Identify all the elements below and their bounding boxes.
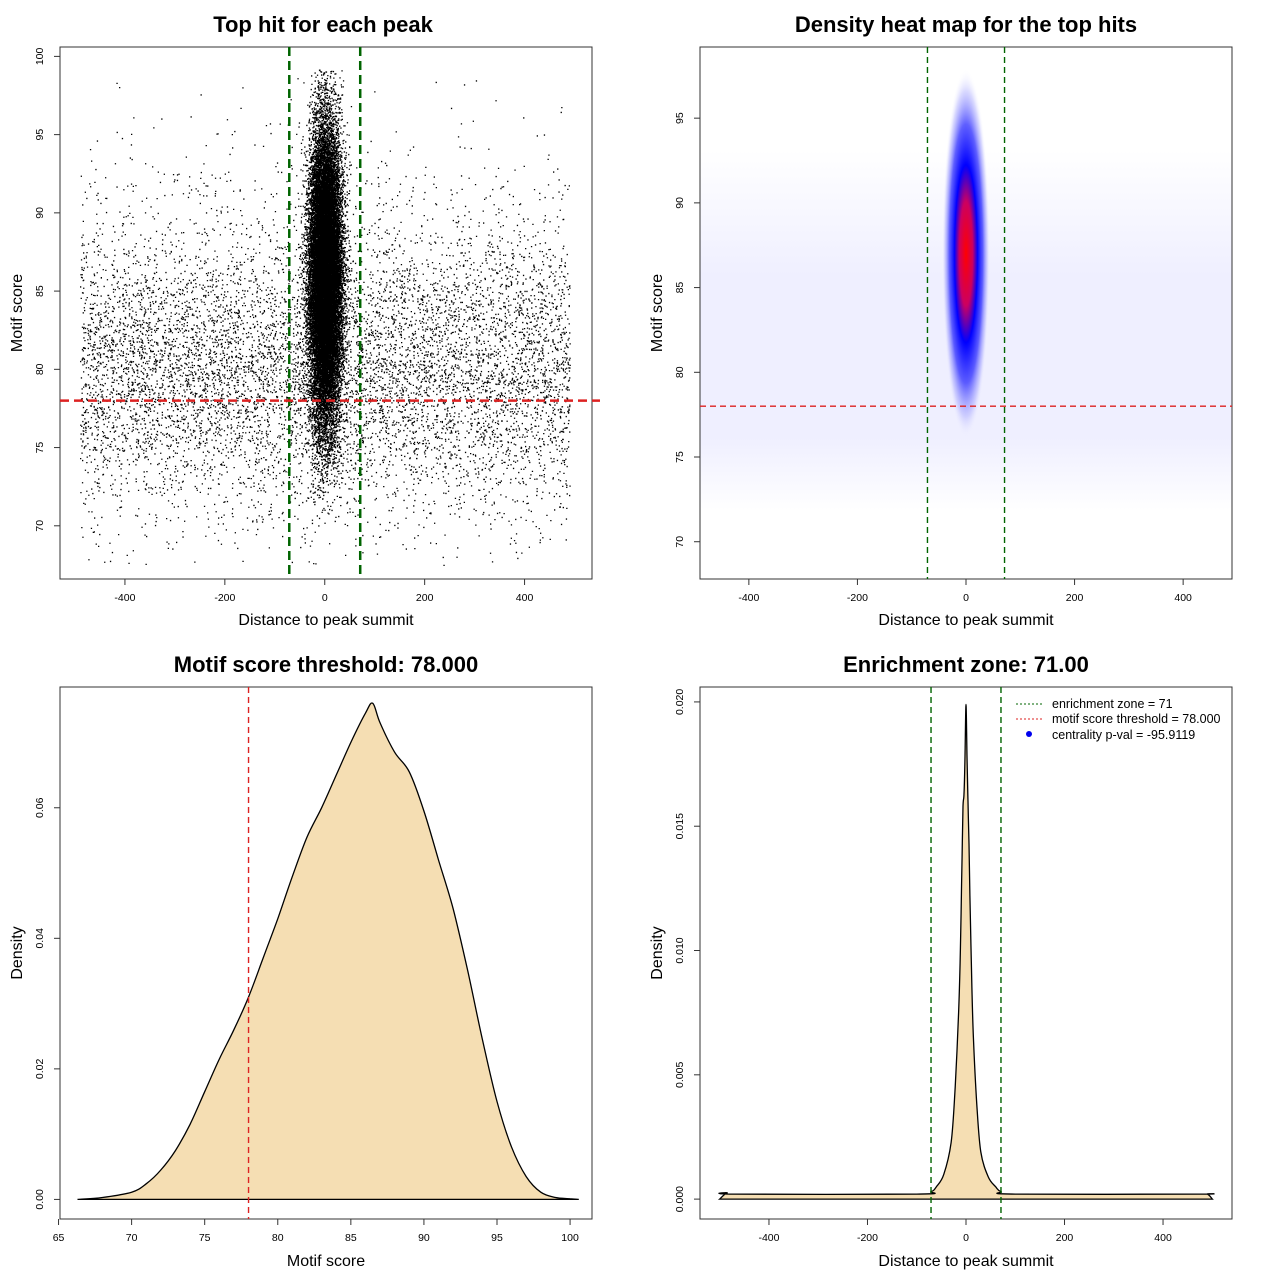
y-axis-label: Density — [9, 926, 26, 979]
plot-frame — [59, 46, 593, 580]
y-tick-label: 0.02 — [34, 1058, 46, 1079]
density-field — [700, 68, 1232, 510]
y-axis-label: Motif score — [9, 274, 26, 352]
panel-scatter: Top hit for each peak -400 -200 0 200 400 70… — [9, 12, 600, 629]
x-axis: -400 -200 0 200 400 — [758, 1219, 1172, 1244]
scatter-point-cloud — [80, 69, 571, 566]
y-tick-label: 0.04 — [34, 928, 46, 949]
x-tick-label: 200 — [1066, 592, 1084, 604]
y-tick-label: 85 — [34, 285, 46, 297]
x-tick-label: 100 — [561, 1232, 579, 1244]
y-axis-label: Density — [649, 926, 666, 979]
density-curve — [717, 703, 1215, 1200]
y-tick-label: 90 — [34, 207, 46, 219]
y-axis: 0.000 0.005 0.010 0.015 0.020 — [674, 689, 700, 1212]
x-tick-label: 85 — [345, 1232, 357, 1244]
y-tick-label: 80 — [34, 363, 46, 375]
y-tick-label: 0.06 — [34, 797, 46, 818]
plot-frame — [59, 686, 593, 1220]
y-tick-label: 0.00 — [34, 1189, 46, 1210]
y-axis: 70 75 80 85 90 95 — [674, 112, 700, 548]
chart-title: Top hit for each peak — [213, 12, 433, 37]
legend-swatch-pval — [1026, 731, 1032, 737]
y-tick-label: 70 — [674, 536, 686, 548]
x-axis: 65 70 75 80 85 90 95 100 — [53, 1219, 579, 1244]
x-tick-label: 400 — [1154, 1232, 1172, 1244]
panel-distance-density: Enrichment zone: 71.00 -400 -200 0 200 400 0… — [649, 652, 1233, 1270]
x-tick-label: 95 — [491, 1232, 503, 1244]
y-tick-label: 0.000 — [674, 1186, 686, 1212]
x-tick-label: 65 — [53, 1232, 65, 1244]
panel-score-density: Motif score threshold: 78.000 65 70 75 80 85… — [9, 652, 593, 1270]
x-tick-label: -200 — [857, 1232, 878, 1244]
x-axis: -400 -200 0 200 400 — [738, 579, 1192, 604]
y-tick-label: 90 — [674, 197, 686, 209]
y-axis: 0.00 0.02 0.04 0.06 — [34, 797, 60, 1210]
legend-entry-threshold: motif score threshold = 78.000 — [1052, 712, 1221, 726]
x-tick-label: 70 — [126, 1232, 138, 1244]
x-tick-label: -200 — [847, 592, 868, 604]
legend-entry-enrichment: enrichment zone = 71 — [1052, 697, 1173, 711]
x-tick-label: 400 — [516, 592, 534, 604]
y-tick-label: 95 — [674, 112, 686, 124]
y-tick-label: 75 — [34, 442, 46, 454]
y-axis-label: Motif score — [649, 274, 666, 352]
x-axis-label: Motif score — [287, 1253, 365, 1270]
x-tick-label: -400 — [758, 1232, 779, 1244]
chart-title: Motif score threshold: 78.000 — [174, 652, 478, 677]
reference-lines — [930, 687, 1002, 1219]
x-tick-label: 80 — [272, 1232, 284, 1244]
x-tick-label: 400 — [1174, 592, 1192, 604]
y-tick-label: 0.020 — [674, 689, 686, 715]
scatter-points — [80, 69, 571, 566]
y-tick-label: 75 — [674, 451, 686, 463]
density-curve — [77, 702, 579, 1201]
y-axis: 70 75 80 85 90 95 100 — [34, 47, 60, 532]
chart-title: Density heat map for the top hits — [795, 12, 1137, 37]
x-tick-label: 200 — [1056, 1232, 1074, 1244]
x-axis: -400 -200 0 200 400 — [114, 579, 533, 604]
reference-lines — [700, 47, 1232, 579]
y-tick-label: 95 — [34, 129, 46, 141]
density-peak — [942, 68, 990, 439]
legend-entry-pval: centrality p-val = -95.9119 — [1052, 728, 1195, 742]
legend: enrichment zone = 71 motif score thresho… — [1016, 697, 1221, 742]
x-tick-label: 0 — [963, 592, 969, 604]
panel-heatmap: Density heat map for the top hits -400 -2… — [649, 12, 1233, 629]
y-tick-label: 0.005 — [674, 1062, 686, 1088]
y-tick-label: 70 — [34, 520, 46, 532]
x-axis-label: Distance to peak summit — [878, 612, 1054, 629]
y-tick-label: 0.010 — [674, 937, 686, 963]
x-tick-label: -400 — [738, 592, 759, 604]
chart-title: Enrichment zone: 71.00 — [843, 652, 1089, 677]
x-axis-label: Distance to peak summit — [878, 1253, 1054, 1270]
x-tick-label: 0 — [322, 592, 328, 604]
y-tick-label: 80 — [674, 366, 686, 378]
reference-lines — [60, 47, 600, 579]
x-tick-label: 0 — [963, 1232, 969, 1244]
y-tick-label: 85 — [674, 282, 686, 294]
x-tick-label: 90 — [418, 1232, 430, 1244]
x-tick-label: -400 — [114, 592, 135, 604]
x-tick-label: 75 — [199, 1232, 211, 1244]
y-tick-label: 0.015 — [674, 813, 686, 839]
x-tick-label: -200 — [214, 592, 235, 604]
x-axis-label: Distance to peak summit — [238, 612, 414, 629]
y-tick-label: 100 — [34, 47, 46, 65]
x-tick-label: 200 — [416, 592, 434, 604]
